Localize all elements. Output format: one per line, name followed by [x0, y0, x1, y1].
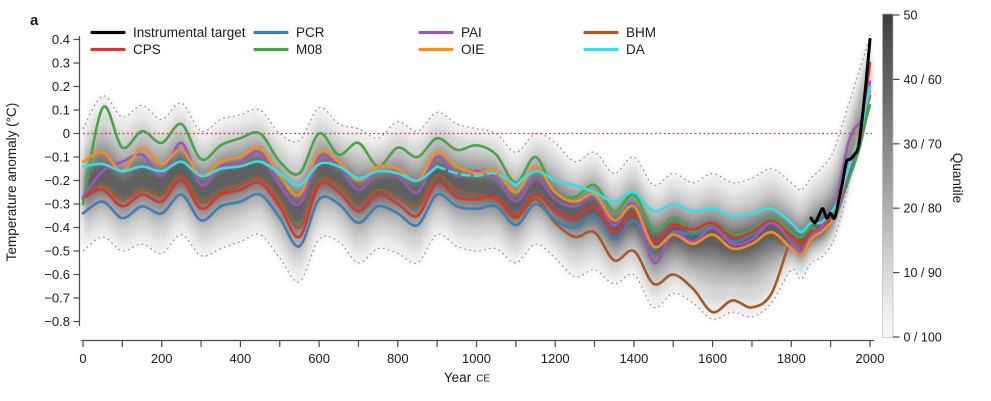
series-line-da — [81, 160, 439, 187]
colorbar-tick-label: 20 / 80 — [904, 202, 942, 216]
y-tick-label: −0.1 — [44, 150, 70, 165]
series-line-da — [514, 85, 872, 234]
x-tick-label: 0 — [79, 351, 86, 366]
legend-item-label: BHM — [626, 25, 656, 40]
x-tick-label: 200 — [151, 351, 173, 366]
colorbar-tick-label: 30 / 70 — [904, 137, 942, 151]
y-tick-label: −0.5 — [44, 244, 70, 259]
colorbar-ticks: 50 40 / 60 30 / 70 20 / 80 10 / 90 0 / 100 — [893, 9, 942, 345]
x-tick-label: 1200 — [541, 351, 570, 366]
legend-item-m08: M08 — [253, 42, 322, 57]
legend-item-label: CPS — [133, 42, 161, 57]
legend-item-oie: OIE — [418, 42, 484, 57]
x-tick-label: 800 — [387, 351, 409, 366]
legend-item-label: DA — [626, 42, 645, 57]
y-tick-label: −0.4 — [44, 220, 70, 235]
series-line-instrumental-target — [809, 38, 872, 225]
series-line-oie — [81, 89, 872, 258]
legend-item-label: PCR — [296, 25, 325, 40]
legend-item-label: Instrumental target — [133, 25, 246, 40]
series-line-pai — [81, 80, 872, 265]
y-tick-label: 0.3 — [52, 56, 70, 71]
reconstruction-series-lines — [81, 38, 872, 314]
x-tick-label: 1600 — [698, 351, 727, 366]
axes: 0.4 0.3 0.2 0.1 0 −0.1 −0.2 −0.3 −0.4 −0.5 −0.6 −0.… — [44, 32, 884, 366]
legend-item-pcr: PCR — [253, 25, 325, 40]
y-tick-label: −0.6 — [44, 267, 70, 282]
y-tick-label: −0.3 — [44, 197, 70, 212]
legend-item-da: DA — [583, 42, 645, 57]
quantile-colorbar: 50 40 / 60 30 / 70 20 / 80 10 / 90 0 / 100 Qu… — [882, 9, 965, 345]
colorbar-tick-label: 40 / 60 — [904, 73, 942, 87]
x-axis-title: Year CE — [444, 370, 491, 385]
legend-item-label: OIE — [461, 42, 484, 57]
legend-item-cps: CPS — [90, 42, 161, 57]
y-tick-label: −0.7 — [44, 291, 70, 306]
upper-envelope-dotted-line — [82, 34, 871, 191]
chart-legend: Instrumental target CPS PCR M08 PAI OIE BHM DA — [90, 25, 656, 57]
colorbar-title: Quantile — [950, 153, 965, 203]
legend-item-instrumental-target: Instrumental target — [90, 25, 246, 40]
y-axis-title: Temperature anomaly (°C) — [4, 103, 19, 261]
x-tick-label: 400 — [230, 351, 252, 366]
y-tick-label: 0.2 — [52, 79, 70, 94]
x-tick-label: 600 — [308, 351, 330, 366]
series-line-da-dashed — [435, 165, 518, 187]
quantile-envelope-lines — [82, 34, 871, 320]
x-tick-label: 1800 — [777, 351, 806, 366]
panel-label: a — [30, 12, 39, 29]
colorbar-gradient — [882, 13, 894, 338]
colorbar-tick-label: 50 — [904, 9, 918, 23]
lower-envelope-dotted-line — [82, 62, 871, 320]
x-tick-label: 2000 — [856, 351, 885, 366]
series-line-cps — [81, 61, 872, 246]
legend-item-pai: PAI — [418, 25, 482, 40]
density-band-4 — [83, 64, 870, 265]
colorbar-tick-label: 0 / 100 — [904, 331, 942, 345]
legend-item-label: M08 — [296, 42, 322, 57]
x-tick-label: 1400 — [619, 351, 648, 366]
y-tick-label: 0.4 — [52, 32, 70, 47]
y-tick-label: −0.2 — [44, 173, 70, 188]
y-tick-label: 0.1 — [52, 103, 70, 118]
x-tick-label: 1000 — [462, 351, 491, 366]
legend-item-bhm: BHM — [583, 25, 656, 40]
y-tick-label: 0 — [63, 126, 70, 141]
legend-item-label: PAI — [461, 25, 482, 40]
colorbar-tick-label: 10 / 90 — [904, 266, 942, 280]
y-tick-label: −0.8 — [44, 314, 70, 329]
